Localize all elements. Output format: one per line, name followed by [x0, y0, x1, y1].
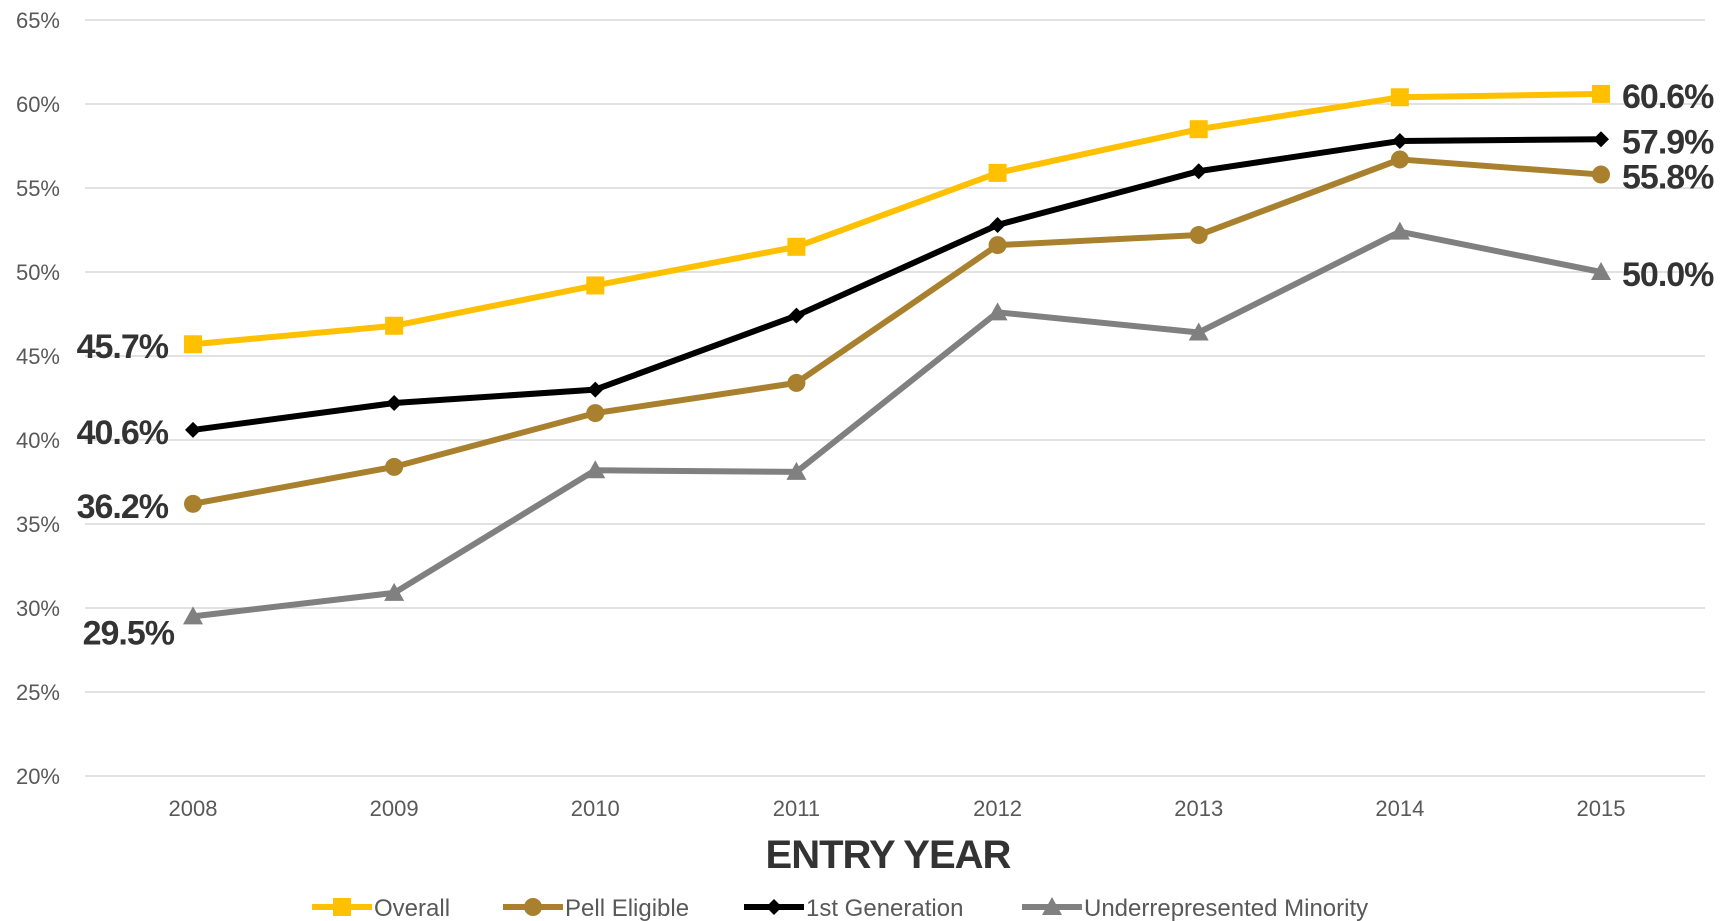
series-lines	[183, 84, 1611, 625]
series-line	[192, 228, 1602, 620]
y-tick-label: 60%	[16, 92, 60, 117]
legend-label: 1st Generation	[806, 895, 963, 921]
y-axis-ticks: 20% 25% 30% 35% 40% 45% 50% 55% 60% 65%	[16, 8, 60, 789]
diamond-marker	[185, 421, 201, 438]
circle-marker	[1390, 150, 1409, 169]
x-tick-label: 2009	[370, 796, 419, 821]
y-tick-label: 30%	[16, 596, 60, 621]
triangle-marker	[987, 302, 1008, 321]
square-marker	[1592, 84, 1610, 103]
square-marker	[787, 237, 806, 256]
circle-marker	[385, 457, 404, 476]
square-marker	[1189, 120, 1208, 139]
y-tick-label: 25%	[16, 680, 60, 705]
diamond-marker	[1593, 131, 1609, 148]
diamond-marker	[1190, 163, 1207, 180]
circle-marker	[1189, 226, 1208, 245]
start-value-label: 40.6%	[77, 414, 169, 452]
x-axis-ticks: 2008 2009 2010 2011 2012 2013 2014 2015	[169, 796, 1626, 821]
legend-label: Overall	[374, 895, 450, 921]
x-tick-label: 2015	[1577, 796, 1626, 821]
x-tick-label: 2012	[973, 796, 1022, 821]
x-tick-label: 2013	[1174, 796, 1223, 821]
square-marker	[333, 898, 351, 916]
y-tick-label: 45%	[16, 344, 60, 369]
end-value-label: 55.8%	[1622, 159, 1714, 197]
square-marker	[1390, 88, 1409, 107]
legend: Overall Pell Eligible 1st Generation Underr…	[312, 895, 1368, 921]
x-tick-label: 2014	[1375, 796, 1424, 821]
circle-marker	[524, 898, 542, 916]
diamond-marker	[766, 899, 782, 915]
diamond-marker	[1391, 132, 1408, 149]
series-pell-eligible	[184, 150, 1610, 513]
y-tick-label: 40%	[16, 428, 60, 453]
y-tick-label: 65%	[16, 8, 60, 33]
legend-item: Underrepresented Minority	[1022, 895, 1368, 921]
start-value-label: 36.2%	[77, 488, 169, 526]
x-tick-label: 2011	[773, 796, 820, 821]
start-value-label: 29.5%	[83, 614, 175, 652]
triangle-marker	[1042, 897, 1062, 915]
x-tick-label: 2008	[169, 796, 218, 821]
series-line	[192, 90, 1602, 348]
gridlines	[85, 19, 1705, 777]
triangle-marker	[384, 582, 405, 601]
circle-marker	[988, 236, 1007, 255]
series-line	[192, 136, 1602, 433]
square-marker	[184, 335, 202, 354]
square-marker	[988, 163, 1007, 182]
series-overall	[184, 84, 1610, 354]
legend-item: 1st Generation	[744, 895, 963, 921]
circle-marker	[1592, 165, 1610, 184]
y-tick-label: 50%	[16, 260, 60, 285]
end-value-label: 50.0%	[1622, 256, 1714, 294]
triangle-marker	[1591, 262, 1611, 280]
triangle-marker	[1389, 221, 1410, 240]
x-axis-title: ENTRY YEAR	[766, 833, 1012, 877]
end-value-label: 57.9%	[1622, 123, 1714, 161]
triangle-marker	[585, 460, 606, 479]
x-tick-label: 2010	[571, 796, 620, 821]
end-value-label: 60.6%	[1622, 78, 1714, 116]
data-labels: 45.7% 60.6% 36.2% 55.8% 40.6% 57.9% 29.5% 50.0%	[77, 78, 1716, 652]
y-tick-label: 35%	[16, 512, 60, 537]
diamond-marker	[989, 216, 1006, 233]
circle-marker	[787, 373, 806, 392]
series-1st-generation	[185, 131, 1609, 438]
legend-label: Pell Eligible	[565, 895, 689, 921]
square-marker	[586, 276, 605, 295]
start-value-label: 45.7%	[77, 328, 169, 366]
triangle-marker	[1188, 322, 1209, 341]
series-underrepresented-minority	[183, 221, 1611, 625]
circle-marker	[586, 404, 605, 423]
diamond-marker	[587, 381, 604, 398]
diamond-marker	[788, 307, 805, 324]
legend-item: Pell Eligible	[503, 895, 689, 921]
triangle-marker	[183, 606, 203, 625]
y-tick-label: 55%	[16, 176, 60, 201]
legend-item: Overall	[312, 895, 450, 921]
circle-marker	[184, 494, 202, 513]
y-tick-label: 20%	[16, 764, 60, 789]
diamond-marker	[386, 395, 403, 412]
square-marker	[385, 316, 404, 335]
series-line	[192, 156, 1602, 507]
legend-label: Underrepresented Minority	[1084, 895, 1368, 921]
triangle-marker	[786, 461, 807, 480]
